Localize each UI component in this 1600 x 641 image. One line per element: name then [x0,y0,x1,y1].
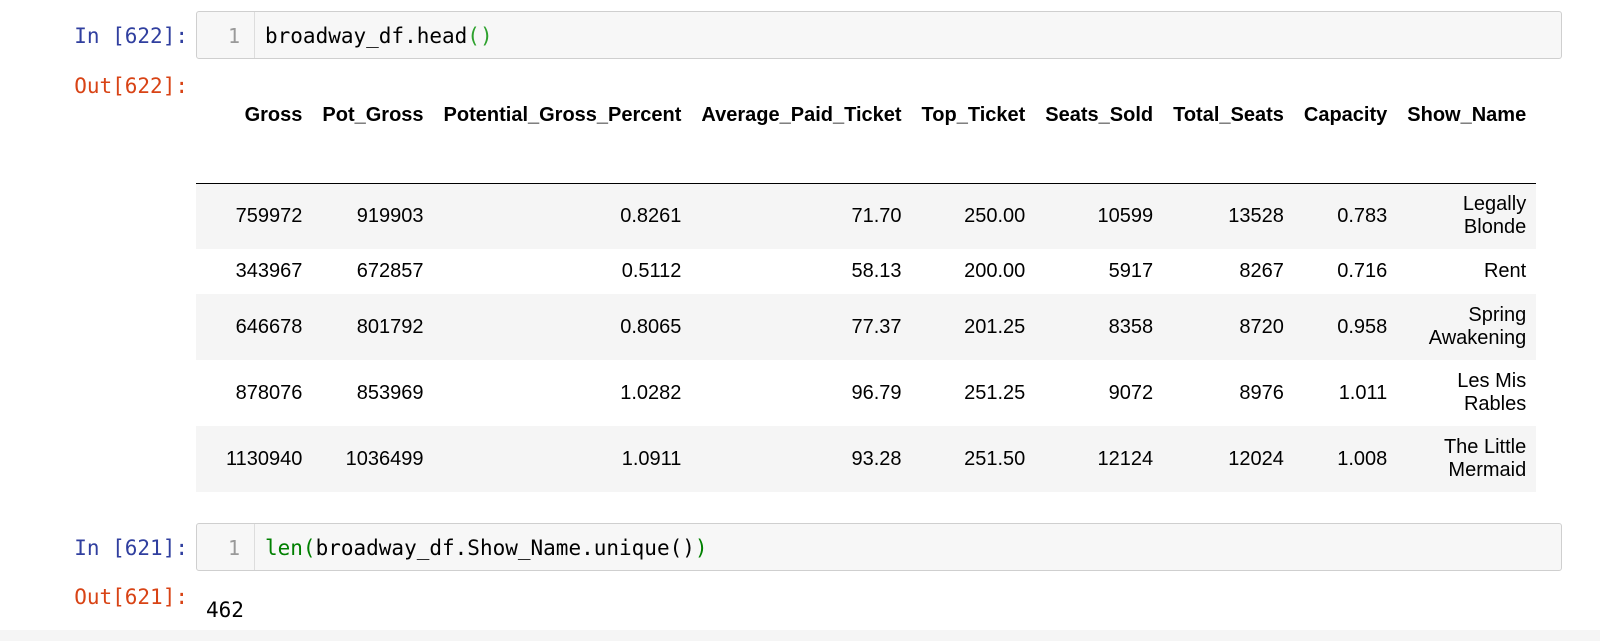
index-name-cell [196,146,216,184]
output-value: 462 [206,598,244,622]
table-cell: 0.783 [1337,204,1388,227]
table-cell: 801792 [356,315,424,338]
index-name-cell [691,146,912,184]
table-cell: 878076 [235,381,303,404]
table-cell: 9072 [1108,381,1154,404]
table-cell: 672857 [356,260,424,282]
table-cell: 1.008 [1337,447,1388,470]
table-cell: 0.8261 [620,204,682,227]
column-header: Total_Seats [1173,103,1284,126]
table-cell: 8358 [1108,315,1154,338]
table-cell: 8976 [1239,381,1284,404]
table-cell: 853969 [356,381,424,404]
code-text: broadway_df.head [265,24,468,48]
table-row: 1130940 1036499 1.0911 93.28 251.50 12124 1202… [196,426,1537,492]
code-line[interactable]: broadway_df.head() [265,12,493,60]
table-cell: 5917 [1108,260,1154,282]
table-cell: 1.011 [1338,381,1388,404]
table-cell: 0.716 [1337,260,1388,282]
column-header: Capacity [1303,103,1388,126]
table-cell: 0.958 [1337,315,1388,338]
output-prompt: Out[622]: [74,74,188,98]
table-cell: The Little Mermaid [1443,436,1527,481]
table-cell: 12024 [1228,447,1284,470]
table-cell: 1036499 [345,447,424,470]
table-cell: 71.70 [851,204,902,227]
table-row: 759972 919903 0.8261 71.70 250.00 10599 13528 0… [196,183,1537,249]
table-cell: 1.0282 [620,381,682,404]
table-cell: 12124 [1097,447,1154,470]
index-name-cell [1035,146,1164,184]
column-header: Top_Ticket [921,103,1026,126]
table-cell: 13528 [1228,204,1284,227]
scroll-area-edge [0,630,1600,641]
code-parens: () [467,24,493,48]
code-input-area[interactable]: 1 len(broadway_df.Show_Name.unique()) [196,523,1562,571]
table-cell: 58.13 [851,260,902,282]
code-input-area[interactable]: 1 broadway_df.head() [196,11,1562,59]
index-name-cell [1293,146,1398,184]
table-row: 646678 801792 0.8065 77.37 201.25 8358 8720 0.9… [196,294,1537,360]
index-name-cell [216,146,313,184]
table-cell: Les Mis Rables [1457,370,1527,415]
table-cell: 759972 [235,204,303,227]
table-cell: 77.37 [851,315,902,338]
column-header: Potential_Gross_Percent [443,103,682,126]
table-cell: 250.00 [964,204,1026,227]
table-cell: 251.25 [964,381,1026,404]
row-index [196,426,216,492]
column-header: Average_Paid_Ticket [701,103,902,126]
dataframe-output: Gross Pot_Gross Potential_Gross_Percent Ave… [196,84,1551,492]
table-cell: 96.79 [851,381,902,404]
table-cell: 343967 [235,260,303,282]
code-argument: broadway_df.Show_Name.unique() [315,536,695,560]
table-row: 878076 853969 1.0282 96.79 251.25 9072 8976 1.0… [196,360,1537,426]
index-name-cell [312,146,434,184]
code-function: len( [265,536,316,560]
table-cell: 93.28 [851,447,902,470]
row-index [196,360,216,426]
header-row: Gross Pot_Gross Potential_Gross_Percent Ave… [196,84,1536,146]
row-index [196,294,216,360]
index-header [196,84,216,146]
line-number: 1 [197,12,255,58]
table-cell: 200.00 [964,260,1026,282]
table-cell: 201.25 [964,315,1026,338]
table-cell: 0.8065 [620,315,682,338]
table-cell: 10599 [1097,204,1154,227]
row-index [196,183,216,249]
code-line[interactable]: len(broadway_df.Show_Name.unique()) [265,524,708,572]
output-prompt: Out[621]: [74,585,188,609]
input-prompt: In [621]: [74,536,188,560]
table-row: 343967 672857 0.5112 58.13 200.00 5917 8267 0.7… [196,249,1537,294]
table-cell: 1130940 [226,447,303,470]
index-name-cell [1163,146,1294,184]
column-header: Gross [244,103,303,126]
index-name-row [196,146,1537,184]
table-cell: 919903 [356,204,424,227]
table-cell: 8720 [1239,315,1284,338]
table-cell: 1.0911 [621,447,682,470]
table-cell: Spring Awakening [1428,304,1527,349]
code-close-paren: ) [694,536,708,560]
column-header: Pot_Gross [322,103,424,126]
index-name-cell [1397,146,1537,184]
table-cell: 8267 [1239,260,1284,282]
table-cell: 251.50 [964,447,1026,470]
column-header: Show_Name [1407,103,1527,126]
table-cell: 0.5112 [621,260,682,282]
input-prompt: In [622]: [74,24,188,48]
dataframe-table: Gross Pot_Gross Potential_Gross_Percent Ave… [196,84,1537,492]
line-number: 1 [197,524,255,570]
row-index [196,249,216,294]
table-cell: Rent [1483,260,1527,282]
column-header: Seats_Sold [1045,103,1154,126]
table-cell: Legally Blonde [1462,193,1527,239]
index-name-cell [911,146,1036,184]
index-name-cell [433,146,692,184]
table-cell: 646678 [235,315,303,338]
